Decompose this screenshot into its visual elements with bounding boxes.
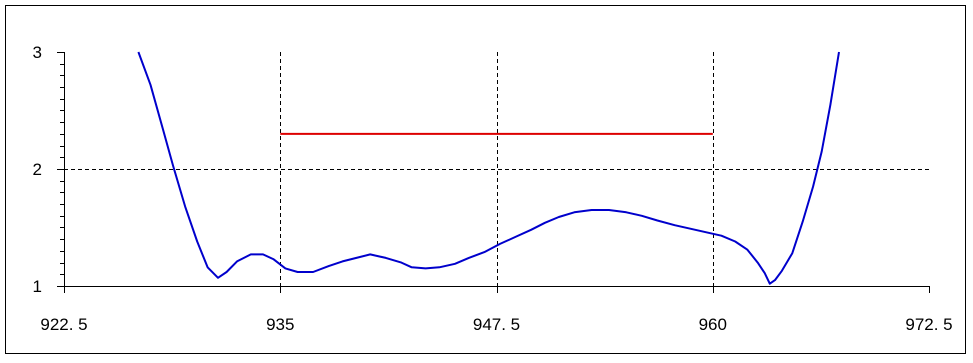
x-tick-label: 947. 5 — [473, 315, 520, 334]
series-layer — [137, 51, 840, 285]
x-tick-label: 960 — [699, 315, 727, 334]
chart-frame — [5, 5, 966, 354]
x-tick-label: 935 — [266, 315, 294, 334]
series-line-1 — [137, 51, 840, 285]
grid — [64, 52, 929, 286]
axes — [57, 52, 930, 293]
y-tick-label: 2 — [33, 160, 42, 179]
x-tick-label: 922. 5 — [40, 315, 87, 334]
y-tick-label: 1 — [33, 277, 42, 296]
tick-labels: 922. 5 935 947. 5 960 972. 5 1 2 3 — [33, 43, 953, 334]
x-tick-label: 972. 5 — [905, 315, 952, 334]
y-tick-label: 3 — [33, 43, 42, 62]
